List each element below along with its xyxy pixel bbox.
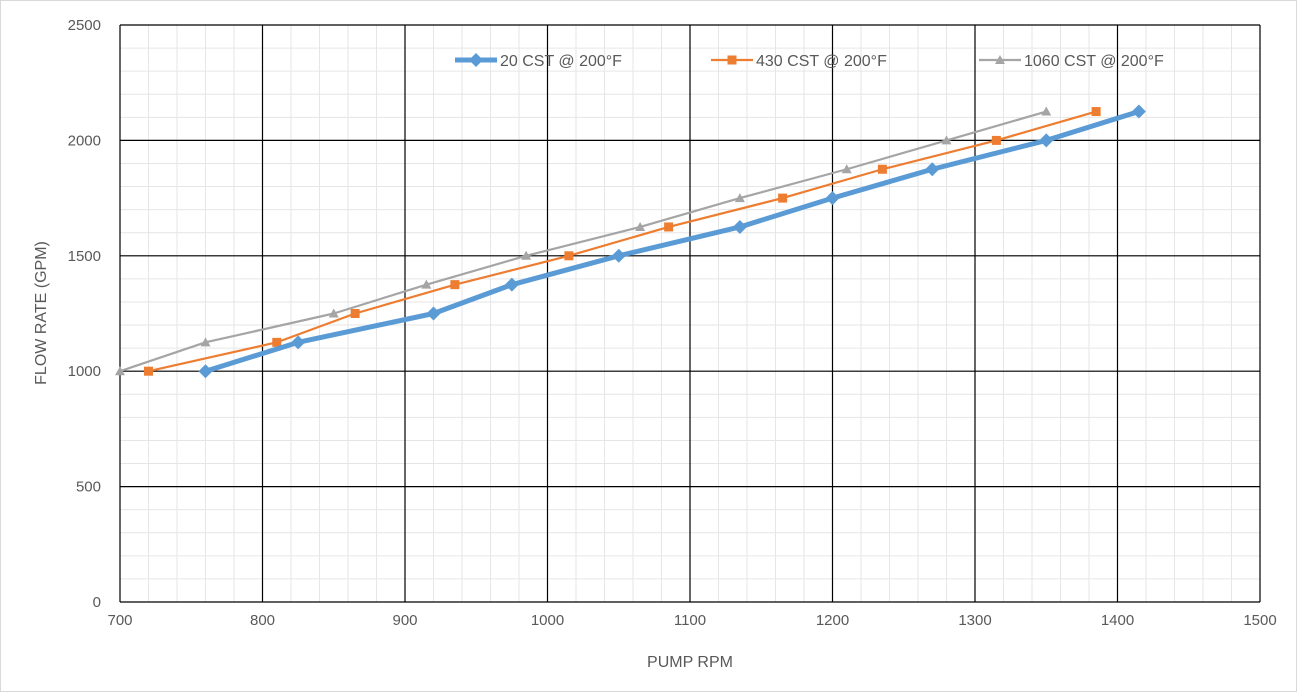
legend-label: 1060 CST @ 200°F bbox=[1024, 53, 1164, 70]
x-axis-title: PUMP RPM bbox=[647, 654, 733, 671]
legend-label: 20 CST @ 200°F bbox=[500, 53, 622, 70]
y-tick-label: 1500 bbox=[68, 248, 101, 265]
data-point-diamond bbox=[1131, 104, 1146, 119]
data-point-diamond bbox=[611, 248, 626, 263]
x-tick-label: 1400 bbox=[1101, 612, 1134, 629]
data-point-diamond bbox=[732, 219, 747, 234]
legend-item: 1060 CST @ 200°F bbox=[979, 53, 1164, 70]
x-tick-labels: 700 800 900 1000 1100 1200 1300 1400 1500 bbox=[107, 612, 1276, 629]
y-tick-label: 2500 bbox=[68, 17, 101, 34]
x-tick-label: 1300 bbox=[958, 612, 991, 629]
x-tick-label: 800 bbox=[250, 612, 275, 629]
data-point-triangle bbox=[521, 250, 532, 260]
data-point-square bbox=[778, 193, 788, 203]
data-point-triangle bbox=[328, 308, 339, 318]
data-point-diamond bbox=[925, 162, 940, 177]
data-point-triangle bbox=[200, 337, 211, 347]
data-point-square bbox=[564, 251, 574, 261]
data-point-square bbox=[272, 337, 282, 347]
data-point-diamond bbox=[825, 191, 840, 206]
y-tick-labels: 0 500 1000 1500 2000 2500 bbox=[68, 17, 101, 611]
y-axis-title: FLOW RATE (GPM) bbox=[33, 241, 50, 385]
x-tick-label: 900 bbox=[392, 612, 417, 629]
series-square bbox=[144, 107, 1101, 376]
data-point-square bbox=[144, 366, 153, 376]
series-triangle bbox=[115, 106, 1052, 376]
data-point-square bbox=[991, 135, 1001, 145]
data-point-triangle bbox=[421, 279, 432, 289]
data-point-square bbox=[1091, 107, 1101, 117]
x-tick-label: 700 bbox=[107, 612, 132, 629]
data-point-triangle bbox=[841, 164, 852, 174]
y-tick-label: 1000 bbox=[68, 363, 101, 380]
data-point-square bbox=[877, 164, 887, 174]
legend-item: 20 CST @ 200°F bbox=[455, 53, 622, 70]
y-tick-label: 2000 bbox=[68, 132, 101, 149]
x-tick-label: 1000 bbox=[531, 612, 564, 629]
series-layer bbox=[115, 104, 1146, 379]
data-point-triangle bbox=[995, 55, 1005, 64]
data-point-triangle bbox=[115, 366, 125, 376]
data-point-diamond bbox=[291, 335, 306, 350]
x-tick-label: 1500 bbox=[1243, 612, 1276, 629]
series-line bbox=[203, 109, 1142, 374]
x-tick-label: 1100 bbox=[674, 612, 706, 629]
data-point-triangle bbox=[1041, 106, 1052, 116]
y-tick-label: 0 bbox=[93, 594, 101, 611]
data-point-diamond bbox=[469, 53, 483, 67]
y-tick-label: 500 bbox=[76, 479, 101, 496]
major-gridlines bbox=[119, 24, 1261, 603]
data-point-triangle bbox=[635, 221, 646, 231]
x-tick-label: 1200 bbox=[816, 612, 849, 629]
data-point-diamond bbox=[198, 364, 213, 379]
data-point-diamond bbox=[504, 277, 519, 292]
series-line bbox=[118, 110, 1048, 373]
data-point-square bbox=[727, 55, 737, 65]
legend: 20 CST @ 200°F 430 CST @ 200°F 1060 CST @ … bbox=[455, 53, 1164, 70]
data-point-diamond bbox=[426, 306, 441, 321]
legend-label: 430 CST @ 200°F bbox=[756, 53, 887, 70]
data-point-diamond bbox=[1039, 133, 1054, 148]
data-point-square bbox=[664, 222, 674, 232]
data-point-square bbox=[450, 280, 460, 290]
data-point-triangle bbox=[941, 135, 952, 145]
series-diamond bbox=[198, 104, 1146, 379]
legend-item: 430 CST @ 200°F bbox=[711, 53, 887, 70]
data-point-square bbox=[350, 309, 360, 318]
series-line bbox=[147, 110, 1098, 373]
data-point-triangle bbox=[734, 193, 745, 203]
